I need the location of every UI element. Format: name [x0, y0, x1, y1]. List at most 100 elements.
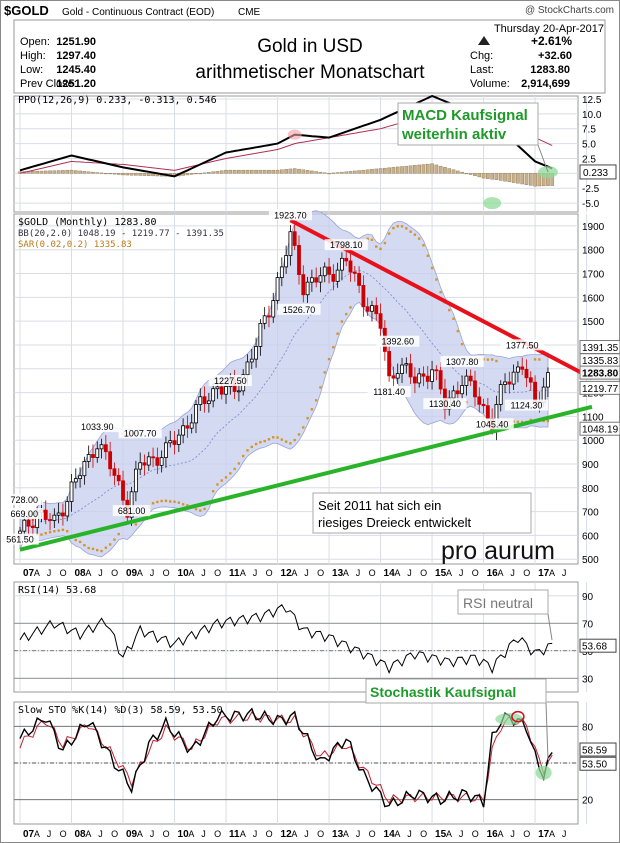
candle-body	[245, 361, 250, 376]
macd-callout: MACD Kaufsignal weiterhin aktiv	[397, 102, 549, 173]
ppo-histogram-bar	[301, 169, 306, 174]
stat-low-value: 1245.40	[56, 64, 96, 76]
candle-body	[73, 478, 78, 483]
ppo-last-value: 0.233	[583, 168, 608, 179]
candle-body	[297, 245, 301, 275]
rsi-callout-text: RSI neutral	[463, 595, 533, 611]
candle-body	[211, 388, 216, 402]
ppo-histogram-bar	[451, 169, 456, 174]
sar-dot	[57, 529, 60, 532]
x-axis-month-label: J	[459, 829, 464, 839]
candle-body	[185, 425, 190, 429]
sar-dot	[87, 546, 90, 550]
candle-body	[400, 364, 404, 374]
ppo-histogram-bar	[340, 171, 344, 174]
x-axis-year-label: 17	[538, 829, 550, 840]
candle-body	[189, 422, 194, 429]
ppo-histogram-bar	[443, 167, 447, 174]
sar-dot	[44, 531, 47, 535]
x-axis-month-label: A	[549, 829, 555, 839]
x-axis-month-label: J	[356, 568, 361, 578]
sar-dot	[108, 543, 112, 546]
ppo-histogram-bar	[310, 170, 314, 174]
x-axis-month-label: J	[459, 568, 464, 578]
candle-body	[30, 525, 35, 529]
x-axis-month-label: A	[85, 829, 91, 839]
sar-dot	[396, 224, 399, 228]
candle-body	[421, 373, 426, 377]
ppo-histogram-bar	[219, 170, 224, 174]
price-tick-label: 1000	[582, 436, 605, 447]
bollinger-band	[19, 210, 549, 558]
price-right-label: 1283.80	[582, 369, 619, 380]
x-axis-month-label: O	[266, 829, 273, 839]
support-trendline	[19, 404, 593, 552]
sar-dot	[516, 420, 520, 424]
stochastic-last-value-box	[579, 756, 617, 771]
candle-body	[237, 390, 241, 393]
x-axis-year-label: 14	[384, 829, 396, 840]
sar-dot	[448, 308, 451, 312]
x-axis-month-label: O	[214, 829, 221, 839]
sar-dot	[259, 441, 262, 444]
candle-body	[258, 322, 263, 347]
sar-dot	[456, 329, 460, 333]
quote-date: Thursday 20-Apr-2017	[494, 23, 604, 35]
stochastic-top-marker	[495, 713, 524, 726]
ppo-histogram-bar	[434, 164, 439, 174]
ppo-histogram-bar	[48, 170, 52, 174]
x-axis-month-label: O	[369, 568, 376, 578]
ppo-histogram-bar	[65, 170, 70, 174]
ppo-histogram-bar	[245, 169, 250, 174]
sar-dot	[233, 467, 236, 471]
ppo-tick-label: -2.5	[582, 184, 600, 195]
candle-body	[121, 480, 125, 501]
x-axis-month-label: J	[407, 829, 412, 839]
sar-dot	[194, 507, 198, 511]
x-axis-month-label: O	[111, 568, 118, 578]
candle-body	[78, 475, 82, 480]
sar-dot	[302, 426, 305, 429]
candle-body	[181, 425, 186, 436]
stochastic-k-line	[19, 707, 553, 808]
candle-body	[340, 257, 344, 271]
candle-body	[322, 266, 327, 277]
ppo-tick-label: 10.0	[582, 110, 602, 121]
symbol: $GOLD	[4, 3, 49, 18]
candle-body	[249, 358, 254, 363]
macd-callout-pointer	[537, 144, 549, 173]
candle-body	[528, 377, 533, 383]
ppo-histogram-bar	[73, 170, 78, 174]
candle-body	[95, 448, 100, 458]
x-axis-top: 07 A J O 08 A J O 09 A J O 10 A J O 11 A J O 12 A J O 13 A J O 14 A J O…	[23, 568, 566, 579]
ppo-histogram-bar	[267, 169, 271, 174]
candle-body	[318, 275, 323, 283]
price-label-bg	[367, 386, 411, 397]
ppo-histogram-bar	[314, 171, 318, 174]
price-label-bg	[277, 303, 321, 315]
price-right-label: 1048.19	[582, 425, 619, 436]
candle-body	[335, 269, 340, 282]
x-axis-year-label: 09	[126, 568, 138, 579]
ppo-histogram-bar	[108, 173, 112, 175]
candle-body	[438, 370, 443, 390]
price-label: 1923.70	[274, 210, 307, 220]
candle-body	[288, 231, 293, 256]
sar-dot	[336, 332, 339, 335]
ppo-histogram-bar	[507, 173, 512, 183]
bollinger-midline	[19, 269, 549, 532]
sar-dot	[61, 528, 65, 531]
x-axis-month-label: J	[304, 829, 309, 839]
ppo-histogram-bar	[207, 172, 211, 174]
ppo-histogram-bar	[142, 173, 147, 176]
sar-dot	[134, 523, 138, 526]
stat-last-label: Last:	[470, 64, 494, 76]
ppo-histogram-bar	[56, 170, 61, 174]
candle-body	[464, 375, 469, 386]
stochastic-callout-pointer	[545, 702, 549, 761]
ppo-legend: PPO(12,26,9) 0.233, -0.313, 0.546	[18, 95, 217, 106]
candle-body	[430, 369, 434, 382]
x-axis-month-label: J	[253, 829, 257, 839]
chart-subtitle: arithmetischer Monatschart	[195, 62, 425, 83]
candle-body	[387, 351, 392, 377]
